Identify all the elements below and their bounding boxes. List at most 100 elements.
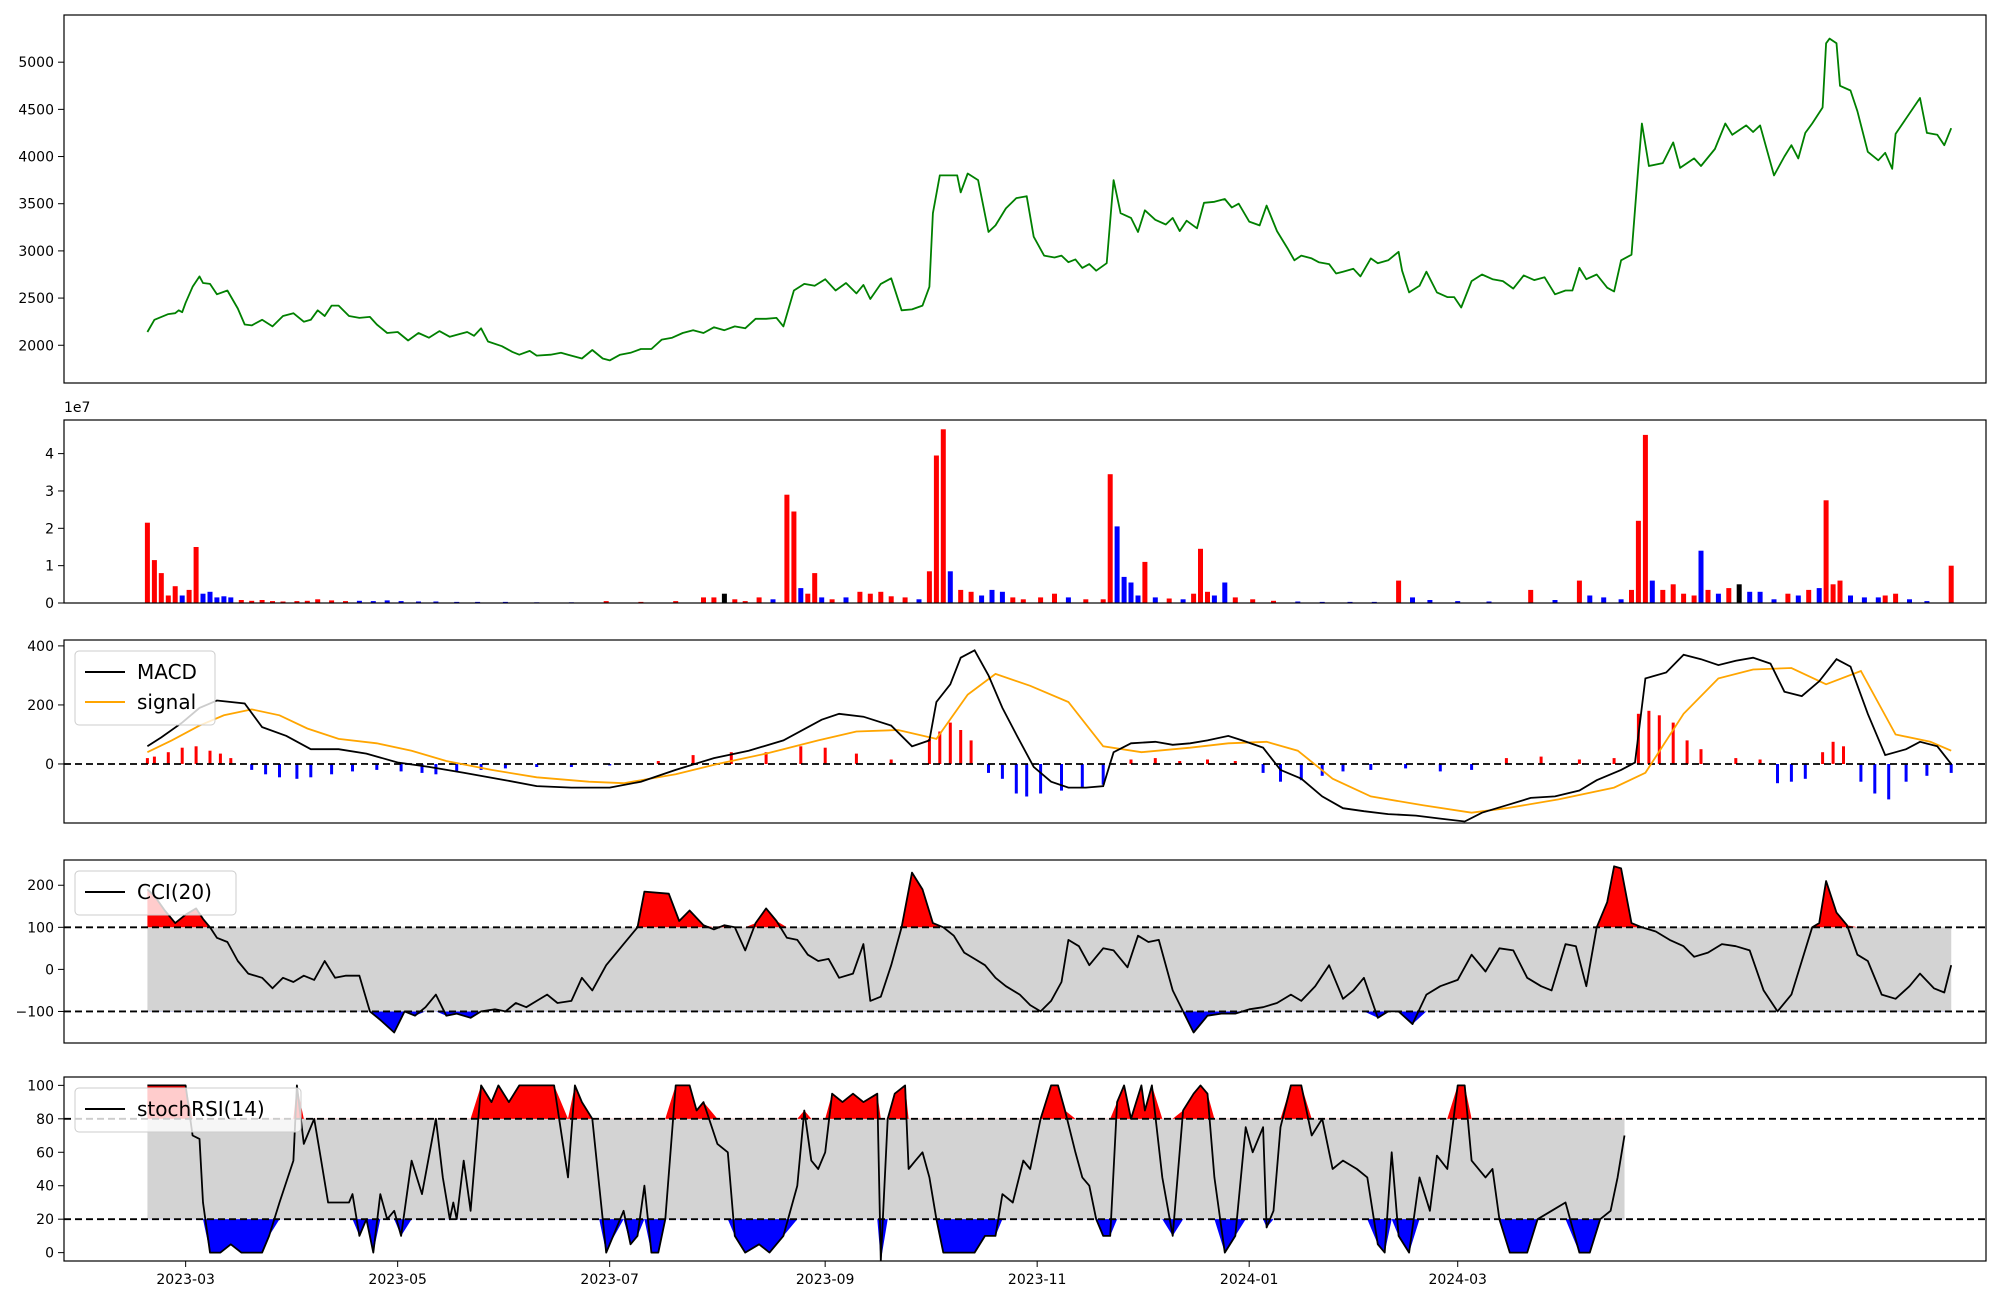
macd-histogram-bar: [948, 722, 952, 764]
volume-bar: [1715, 593, 1721, 603]
price-plot: [146, 37, 1953, 362]
volume-bar: [1250, 599, 1256, 603]
volume-bar: [1180, 599, 1186, 603]
cci-plot: [64, 865, 1986, 1034]
volume-bar: [1107, 474, 1113, 603]
macd-histogram-bar: [250, 764, 254, 770]
macd-histogram-bar: [208, 750, 212, 764]
macd-histogram-bar: [1299, 764, 1303, 781]
volume-bar: [1670, 584, 1676, 603]
macd-histogram-bar: [455, 764, 459, 772]
y-tick-label: 40: [36, 1179, 54, 1195]
volume-bar: [1486, 601, 1492, 603]
macd-histogram-bar: [854, 753, 858, 764]
volume-bar: [249, 600, 255, 603]
macd-histogram-bar: [987, 764, 990, 773]
axes-frame: [63, 859, 1987, 1044]
macd-histogram-bar: [1539, 756, 1543, 764]
volume-bar: [1020, 599, 1026, 603]
volume-bar: [829, 599, 835, 603]
y-tick-label: 0: [45, 1246, 54, 1262]
macd-histogram-bar: [1949, 764, 1953, 773]
macd-histogram-bar: [1887, 764, 1891, 800]
macd-histogram-bar: [1206, 759, 1209, 764]
macd-line: [146, 649, 1952, 823]
axes-frame: [63, 419, 1987, 604]
volume-plot: [144, 429, 1954, 603]
stochrsi-overbought-fill: [147, 1085, 1625, 1119]
volume-bar: [200, 593, 206, 603]
volume-bar: [1882, 595, 1888, 603]
volume-bar: [1191, 593, 1197, 603]
macd-histogram-bar: [1233, 761, 1237, 764]
macd-histogram-bar: [1657, 715, 1661, 764]
macd-histogram-bar: [1404, 764, 1408, 769]
macd-histogram-bar: [330, 764, 334, 775]
macd-histogram-bar: [823, 747, 827, 764]
macd-histogram-bar: [1438, 764, 1442, 772]
macd-histogram-bar: [1014, 764, 1018, 794]
volume-bar: [228, 597, 234, 603]
volume-bar: [812, 573, 818, 603]
volume-bar: [742, 601, 748, 603]
volume-bar: [144, 522, 150, 603]
macd-histogram-bar: [145, 758, 149, 764]
volume-bar: [819, 597, 825, 603]
volume-bar: [315, 599, 321, 603]
macd-histogram-bar: [295, 764, 299, 779]
y-tick-label: 0: [45, 962, 54, 978]
macd-histogram-bar: [656, 761, 660, 764]
volume-bar: [1128, 582, 1134, 603]
volume-bar: [1837, 580, 1843, 603]
macd-histogram-bar: [1129, 759, 1133, 764]
macd-histogram-bar: [535, 764, 539, 767]
volume-bar: [1455, 601, 1461, 603]
y-tick-label: 3: [45, 484, 54, 500]
volume-bar: [1576, 580, 1582, 603]
volume-bar: [798, 588, 804, 603]
volume-bar: [1635, 520, 1641, 603]
cci-line: [146, 865, 1953, 1034]
volume-bar: [1211, 595, 1217, 603]
y-tick-label: 3500: [18, 197, 54, 213]
volume-bar: [165, 595, 171, 603]
volume-bar: [867, 593, 873, 603]
macd-histogram-bar: [729, 752, 733, 764]
volume-bar: [1618, 599, 1624, 603]
volume-bar: [989, 589, 995, 603]
macd-histogram-bar: [1685, 740, 1689, 764]
signal-line: [147, 667, 1952, 814]
macd-histogram-bar: [691, 755, 695, 764]
volume-bar: [673, 601, 679, 603]
volume-bar: [784, 494, 790, 603]
macd-histogram-bar: [1369, 764, 1373, 770]
volume-bar: [416, 601, 421, 603]
stochrsi-oversold-fill: [147, 1219, 1625, 1261]
macd-histogram-bar: [180, 747, 184, 764]
macd-histogram-bar: [351, 764, 354, 772]
macd-histogram-bar: [1789, 764, 1793, 782]
x-tick-label: 2023-07: [580, 1272, 639, 1288]
volume-bar: [1222, 582, 1228, 603]
macd-plot: [64, 649, 1986, 823]
stochrsi-plot: [64, 1084, 1986, 1261]
volume-bar: [701, 597, 706, 603]
macd-histogram-bar: [764, 752, 768, 764]
volume-bar: [1705, 589, 1711, 603]
volume-bar: [888, 596, 894, 603]
x-tick-label: 2024-03: [1428, 1272, 1487, 1288]
volume-bar: [926, 571, 932, 603]
volume-bar: [1142, 561, 1148, 603]
macd-histogram-bar: [1279, 764, 1282, 782]
macd-histogram-bar: [166, 752, 170, 764]
volume-bar: [1295, 601, 1301, 603]
macd-histogram-bar: [969, 740, 973, 764]
volume-bar: [214, 597, 220, 603]
y-tick-label: 4500: [18, 102, 54, 118]
volume-bar: [1848, 595, 1853, 603]
y-tick-label: 2000: [18, 338, 54, 354]
volume-bar: [791, 511, 797, 603]
legend: CCI(20): [74, 870, 237, 916]
cci-band: [147, 927, 1952, 1012]
volume-bar: [1065, 597, 1071, 603]
